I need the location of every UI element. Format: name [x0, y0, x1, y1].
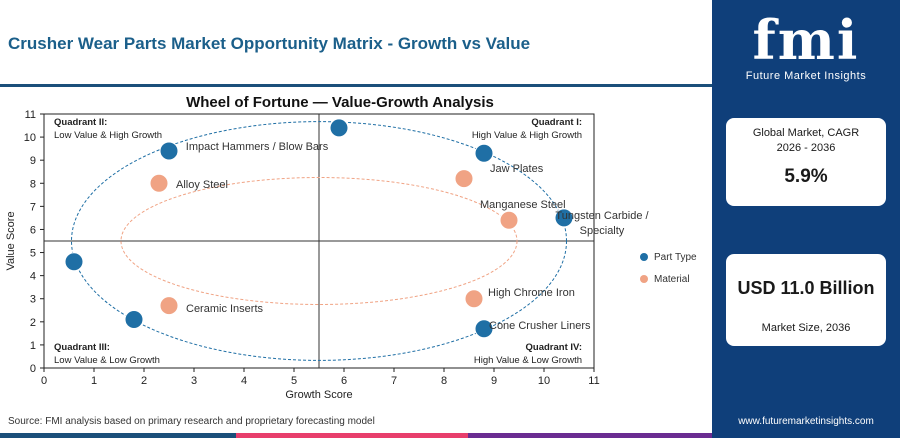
- page-title: Crusher Wear Parts Market Opportunity Ma…: [8, 34, 531, 53]
- material-point: [499, 210, 519, 230]
- material-point: [464, 289, 484, 309]
- point-label: Jaw Plates: [490, 163, 544, 175]
- x-tick-label: 9: [491, 375, 497, 387]
- x-tick-label: 7: [391, 375, 397, 387]
- quadrant-4-desc: High Value & Low Growth: [473, 355, 582, 366]
- quadrant-1-label: Quadrant I: High Value & High Growth: [440, 116, 582, 142]
- material-point: [454, 169, 474, 189]
- y-tick-label: 10: [24, 132, 36, 144]
- brand-panel: fmi Future Market Insights Global Market…: [712, 0, 900, 438]
- chart-title: Wheel of Fortune — Value-Growth Analysis: [186, 94, 494, 111]
- point-label: Ceramic Inserts: [186, 303, 264, 315]
- source-note: Source: FMI analysis based on primary re…: [8, 416, 375, 427]
- part-type-point: [474, 143, 494, 163]
- x-tick-label: 11: [588, 375, 599, 387]
- logo-wordmark: fmi: [752, 8, 860, 72]
- orbit-ellipse-outer: [71, 121, 567, 361]
- footer-bar-segment: [0, 433, 236, 438]
- y-tick-label: 0: [30, 363, 36, 375]
- y-tick-label: 4: [30, 271, 36, 283]
- part-type-point: [159, 141, 179, 161]
- quadrant-1-title: Quadrant I:: [531, 117, 582, 128]
- material-point: [149, 173, 169, 193]
- fmi-logo: fmi Future Market Insights: [712, 6, 900, 88]
- y-tick-label: 5: [30, 248, 36, 260]
- x-tick-label: 1: [91, 375, 97, 387]
- x-tick-label: 6: [341, 375, 347, 387]
- quadrant-2-title: Quadrant II:: [54, 117, 108, 128]
- quadrant-3-desc: Low Value & Low Growth: [54, 355, 160, 366]
- cagr-card: Global Market, CAGR 2026 - 2036 5.9%: [726, 118, 886, 206]
- material-point: [159, 296, 179, 316]
- quadrant-2-label: Quadrant II: Low Value & High Growth: [54, 116, 162, 142]
- part-type-point: [124, 310, 144, 330]
- point-label: Tungsten Carbide / Specialty: [555, 210, 649, 237]
- part-type-point: [554, 208, 574, 228]
- y-tick-label: 7: [30, 201, 36, 213]
- point-label: High Chrome Iron: [488, 287, 575, 299]
- x-tick-label: 5: [291, 375, 297, 387]
- y-tick-label: 11: [25, 109, 36, 121]
- orbit-ellipse-inner: [120, 177, 518, 305]
- market-size-card: USD 11.0 Billion Market Size, 2036: [726, 254, 886, 346]
- quadrant-3-label: Quadrant III: Low Value & Low Growth: [54, 341, 160, 367]
- x-tick-label: 0: [41, 375, 47, 387]
- x-tick-label: 4: [241, 375, 247, 387]
- legend-item-material: Material: [640, 268, 697, 290]
- market-size-value: USD 11.0 Billion: [737, 278, 875, 298]
- website-link[interactable]: www.futuremarketinsights.com: [738, 416, 874, 427]
- y-tick-label: 8: [30, 178, 36, 190]
- market-size-label: Market Size, 2036: [761, 322, 851, 334]
- legend-item-part-type: Part Type: [640, 246, 697, 268]
- x-tick-label: 10: [538, 375, 550, 387]
- y-tick-label: 3: [30, 294, 36, 306]
- quadrant-4-title: Quadrant IV:: [525, 342, 582, 353]
- quadrant-1-desc: High Value & High Growth: [471, 130, 582, 141]
- footer-bar-segment: [236, 433, 468, 438]
- chart-area: 0 1 2 3 4 5 6 7 8 9 10 11 0 1 2 3 4 5 6 7 8 9 10 11 Growth Score…: [0, 88, 712, 406]
- x-tick-label: 8: [441, 375, 447, 387]
- y-tick-label: 6: [30, 224, 36, 236]
- point-label: Cone Crusher Liners: [489, 320, 591, 332]
- quadrant-4-label: Quadrant IV: High Value & Low Growth: [440, 341, 582, 367]
- y-tick-label: 9: [30, 155, 36, 167]
- point-label: Impact Hammers / Blow Bars: [185, 141, 329, 153]
- y-tick-label: 1: [30, 340, 36, 352]
- legend-marker: [640, 253, 648, 261]
- y-tick-label: 2: [30, 317, 36, 329]
- point-label: Alloy Steel: [176, 179, 228, 191]
- part-type-point: [329, 118, 349, 138]
- x-tick-label: 3: [191, 375, 197, 387]
- title-divider: [0, 84, 712, 87]
- point-label: Manganese Steel: [480, 199, 566, 211]
- quadrant-3-title: Quadrant III:: [54, 342, 110, 353]
- cagr-value: 5.9%: [784, 166, 828, 187]
- footer-bar-segment: [468, 433, 712, 438]
- legend-label: Part Type: [654, 251, 697, 263]
- part-type-point: [474, 319, 494, 339]
- cagr-label: Global Market, CAGR 2026 - 2036: [752, 127, 860, 154]
- chart-legend: Part Type Material: [640, 246, 697, 290]
- quadrant-2-desc: Low Value & High Growth: [54, 130, 163, 141]
- x-axis-label: Growth Score: [285, 389, 352, 401]
- scatter-chart: 0 1 2 3 4 5 6 7 8 9 10 11 0 1 2 3 4 5 6 7 8 9 10 11 Growth Score…: [5, 109, 600, 401]
- x-tick-label: 2: [141, 375, 147, 387]
- y-axis-label: Value Score: [5, 211, 17, 270]
- legend-label: Material: [654, 273, 690, 285]
- part-type-point: [64, 252, 84, 272]
- legend-marker: [640, 275, 648, 283]
- logo-subtitle: Future Market Insights: [745, 70, 867, 82]
